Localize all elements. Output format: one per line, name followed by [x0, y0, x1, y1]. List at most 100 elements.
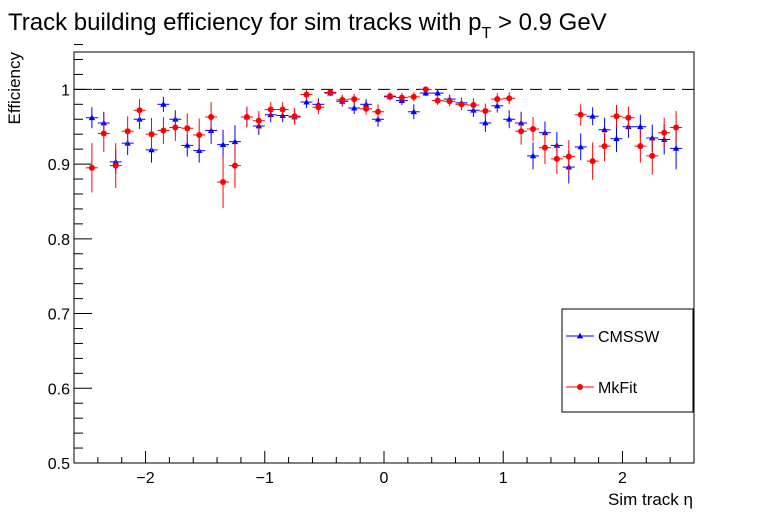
data-point	[169, 114, 182, 141]
point-marker	[303, 98, 310, 105]
point-marker	[613, 113, 620, 120]
point-marker	[625, 114, 632, 121]
data-point	[419, 86, 432, 93]
point-marker	[398, 94, 405, 101]
x-tick-label: −1	[256, 470, 274, 487]
data-point	[527, 142, 539, 170]
data-point	[133, 99, 146, 122]
point-marker	[577, 143, 584, 150]
data-point	[360, 102, 373, 115]
data-point	[372, 104, 384, 120]
point-marker	[422, 89, 429, 96]
point-marker	[446, 98, 453, 105]
tick-labels: −2 −1 0 1 2 0.5 0.6 0.7 0.8 0.9 1	[48, 82, 627, 487]
data-point	[646, 137, 659, 175]
data-point	[634, 129, 647, 163]
data-point	[85, 143, 98, 193]
data-point	[97, 114, 110, 153]
point-marker	[601, 126, 608, 133]
data-point	[85, 107, 98, 129]
series-mkfit	[85, 86, 683, 209]
data-point	[598, 131, 611, 162]
x-axis-title: Sim track η	[608, 490, 693, 509]
point-marker	[219, 141, 227, 148]
point-marker	[351, 96, 358, 103]
data-point	[574, 133, 587, 161]
point-marker	[434, 97, 441, 104]
point-marker	[482, 119, 489, 126]
chart-title: Track building efficiency for sim tracks…	[8, 9, 607, 42]
data-point	[205, 102, 218, 132]
data-point	[395, 93, 408, 103]
data-point	[539, 131, 551, 165]
data-point	[264, 102, 277, 118]
data-point	[109, 143, 122, 189]
point-marker	[577, 111, 584, 118]
point-marker	[363, 105, 370, 112]
data-point	[276, 102, 289, 118]
data-point	[288, 108, 301, 125]
point-marker	[589, 158, 596, 165]
legend-marker	[577, 384, 583, 390]
data-point	[550, 143, 563, 174]
data-point	[610, 105, 623, 128]
x-tick-label: −2	[136, 470, 154, 487]
data-point	[455, 98, 468, 111]
point-marker	[434, 89, 441, 96]
data-point	[610, 125, 623, 153]
point-marker	[541, 144, 548, 151]
point-marker	[88, 164, 95, 171]
point-marker	[350, 104, 358, 111]
y-tick-label: 0.9	[48, 157, 70, 174]
y-tick-label: 0.8	[48, 232, 70, 249]
point-marker	[494, 102, 501, 109]
data-point	[431, 89, 444, 97]
point-marker	[422, 86, 429, 93]
point-marker	[530, 125, 537, 132]
point-marker	[243, 114, 250, 121]
y-axis-title: Efficiency	[5, 52, 24, 125]
point-marker	[672, 145, 680, 151]
point-marker	[196, 131, 203, 138]
point-marker	[613, 135, 620, 142]
point-marker	[267, 106, 274, 113]
data-point	[157, 117, 170, 144]
point-marker	[231, 138, 239, 145]
data-point	[515, 117, 528, 145]
point-marker	[220, 179, 227, 186]
point-marker	[518, 128, 525, 135]
y-tick-label: 0.6	[48, 381, 70, 398]
point-marker	[375, 108, 382, 115]
data-point	[670, 111, 683, 144]
data-point	[145, 117, 158, 151]
legend-marker	[576, 332, 584, 339]
point-marker	[589, 113, 596, 119]
point-marker	[148, 131, 155, 138]
point-marker	[172, 124, 179, 131]
data-point	[479, 103, 492, 119]
data-point	[217, 155, 229, 209]
point-marker	[339, 96, 346, 103]
data-point	[658, 117, 671, 148]
point-marker	[410, 93, 417, 100]
x-tick-label: 0	[380, 470, 389, 487]
chart-title-subscript: T	[482, 25, 492, 42]
point-marker	[100, 130, 107, 137]
data-point	[443, 96, 456, 107]
y-tick-label: 0.5	[48, 456, 70, 473]
data-point	[181, 113, 194, 144]
data-point	[121, 116, 134, 147]
chart-title-suffix: > 0.9 GeV	[491, 9, 606, 36]
data-point	[407, 104, 420, 120]
legend-label: CMSSW	[598, 329, 660, 346]
point-marker	[279, 106, 286, 113]
data-point	[407, 92, 420, 102]
point-marker	[327, 89, 334, 96]
legend-box	[561, 308, 694, 413]
legend-entry-mkfit: MkFit	[566, 380, 638, 397]
point-marker	[184, 125, 191, 132]
data-point	[324, 89, 337, 96]
point-marker	[124, 128, 131, 135]
point-marker	[529, 152, 537, 159]
